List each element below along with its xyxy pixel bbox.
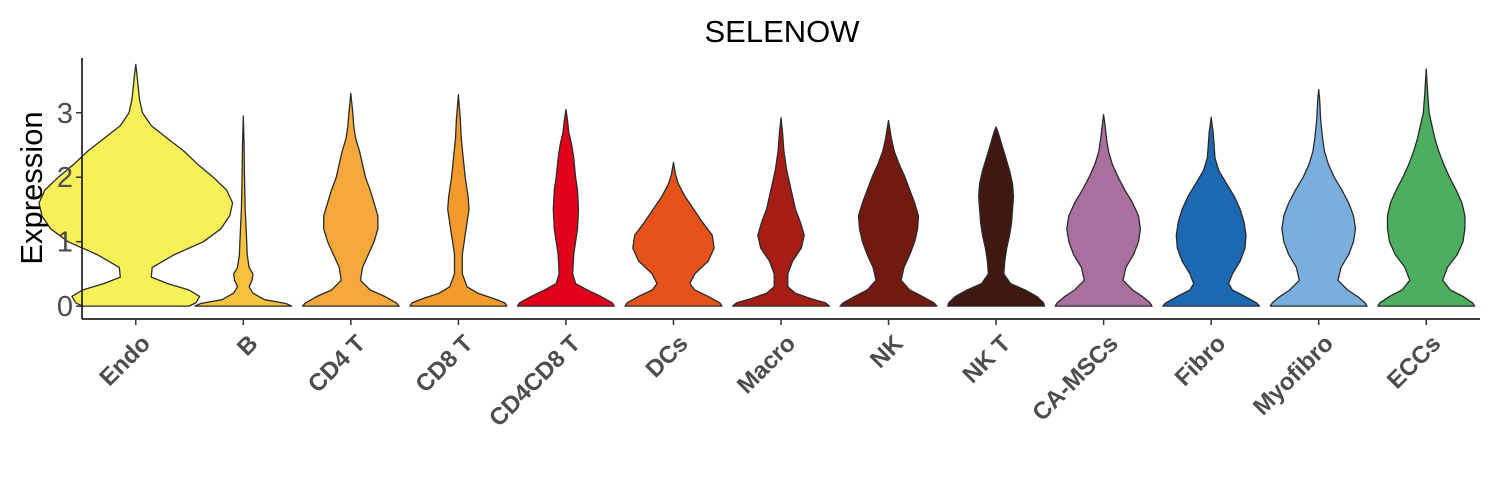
violin-cd4cd8-t bbox=[516, 108, 615, 307]
violin-eccs bbox=[1377, 68, 1476, 307]
y-tick-label: 2 bbox=[57, 162, 73, 194]
x-tick-label: Endo bbox=[94, 330, 156, 392]
violin-b bbox=[194, 115, 293, 307]
x-tick-label: CA-MSCs bbox=[1027, 330, 1123, 426]
violin-macro bbox=[731, 117, 831, 307]
violin-nk-t bbox=[947, 126, 1046, 307]
x-tick-label: ECCs bbox=[1382, 330, 1446, 394]
y-tick-label: 3 bbox=[57, 98, 73, 130]
x-tick-label: NK bbox=[865, 330, 909, 374]
x-tick-label: Myofibro bbox=[1248, 330, 1339, 421]
violin-cd8-t bbox=[409, 94, 508, 307]
x-tick-label: B bbox=[232, 330, 263, 361]
violin-myofibro bbox=[1269, 88, 1368, 307]
x-tick-label: CD8 T bbox=[410, 330, 478, 398]
x-axis: Endo B CD4 T CD8 T CD4CD8 T DCs Macro NK NK T CA-… bbox=[82, 318, 1480, 432]
x-tick-label: DCs bbox=[641, 330, 694, 383]
x-tick-label: CD4CD8 T bbox=[484, 330, 586, 432]
violin-fibro bbox=[1162, 116, 1261, 307]
y-axis-label: Expression bbox=[14, 111, 49, 264]
violin-cd4-t bbox=[301, 92, 400, 307]
x-tick-label: Fibro bbox=[1170, 330, 1232, 392]
violin-ca-mscs bbox=[1054, 114, 1153, 307]
x-tick-label: NK T bbox=[958, 330, 1017, 389]
y-tick-label: 1 bbox=[57, 227, 73, 259]
violin-endo bbox=[38, 63, 234, 307]
violin-dcs bbox=[624, 161, 723, 307]
y-axis: 0 1 2 3 bbox=[57, 58, 83, 323]
x-tick-label: CD4 T bbox=[303, 330, 371, 398]
x-tick-label: Macro bbox=[732, 330, 801, 399]
y-tick-label: 0 bbox=[57, 291, 73, 323]
violin-group bbox=[38, 63, 1476, 307]
violin-nk bbox=[839, 119, 938, 307]
chart-title: SELENOW bbox=[704, 14, 860, 49]
